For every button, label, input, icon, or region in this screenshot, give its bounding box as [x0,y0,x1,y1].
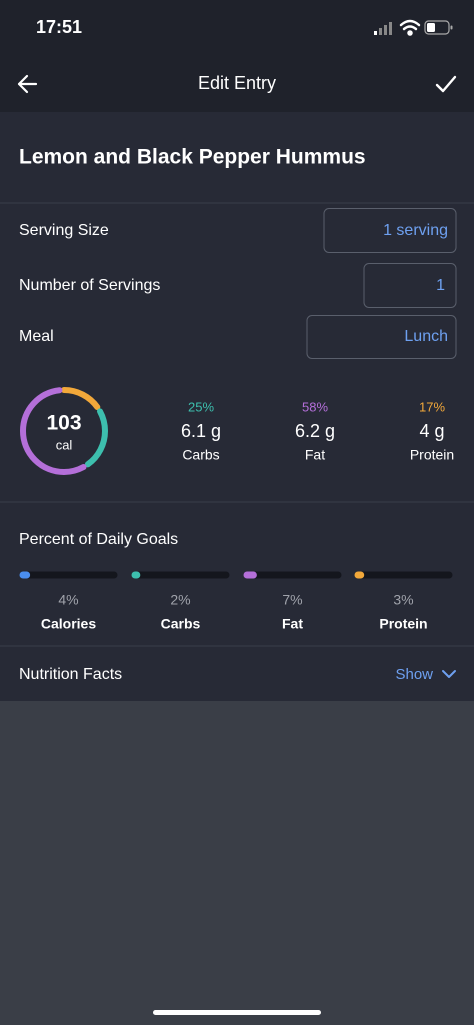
show-toggle[interactable]: Show [395,666,456,683]
macro-name: Protein [410,447,454,463]
macro-amount: 6.1 g [181,421,221,441]
chevron-icon [442,670,456,678]
macro-percent: 58% [302,399,328,414]
section-title: Nutrition Facts [19,666,122,683]
macro-percent: 17% [419,399,445,414]
goal-name: Calories [41,616,96,632]
ring-segment [20,387,108,475]
home-indicator [153,1010,321,1015]
macro-amount: 4 g [419,421,444,441]
content-bg [0,112,474,701]
battery-icon [424,20,453,35]
macro-columns: 25% 6.1 g Carbs 58% 6.2 g Fat 17% 4 g Protein [181,399,454,462]
macro-percent: 25% [188,399,214,414]
field-label: Meal [19,328,54,345]
signal-icon [374,22,392,35]
field-value: Lunch [404,328,448,345]
wifi-icon [399,19,421,36]
goal-name: Carbs [161,616,201,632]
calorie-ring [20,387,108,475]
calorie-value: 103 [46,412,81,435]
top-bar-bg [0,0,474,112]
ring-segment [20,387,108,475]
field-value: 1 serving [383,222,448,239]
field-label: Serving Size [19,222,109,239]
macro-amount: 6.2 g [295,421,335,441]
goal-percent: 2% [170,592,190,608]
field-label: Number of Servings [19,277,160,294]
daily-goals: 4% Calories 2% Carbs 7% Fat 3% Protein [19,571,453,632]
goal-name: Fat [282,616,303,632]
macro-name: Carbs [182,447,219,463]
field-box[interactable] [306,315,457,359]
save-button[interactable] [435,75,457,93]
macro-name: Fat [305,447,325,463]
goal-percent: 4% [58,592,78,608]
goal-percent: 7% [282,592,302,608]
food-name: Lemon and Black Pepper Hummus [19,146,366,169]
header-title: Edit Entry [198,73,276,93]
goal-percent: 3% [393,592,413,608]
section-title: Percent of Daily Goals [19,531,178,548]
calorie-unit: cal [56,437,73,452]
field-box[interactable] [323,208,457,253]
field-box[interactable] [363,263,457,308]
goal-name: Protein [379,616,427,632]
field-value: 1 [436,277,445,294]
ring-segment [20,387,108,475]
toggle-label: Show [395,666,433,683]
back-button[interactable] [17,74,38,94]
empty-bg [0,701,474,1025]
status-time: 17:51 [36,17,82,37]
